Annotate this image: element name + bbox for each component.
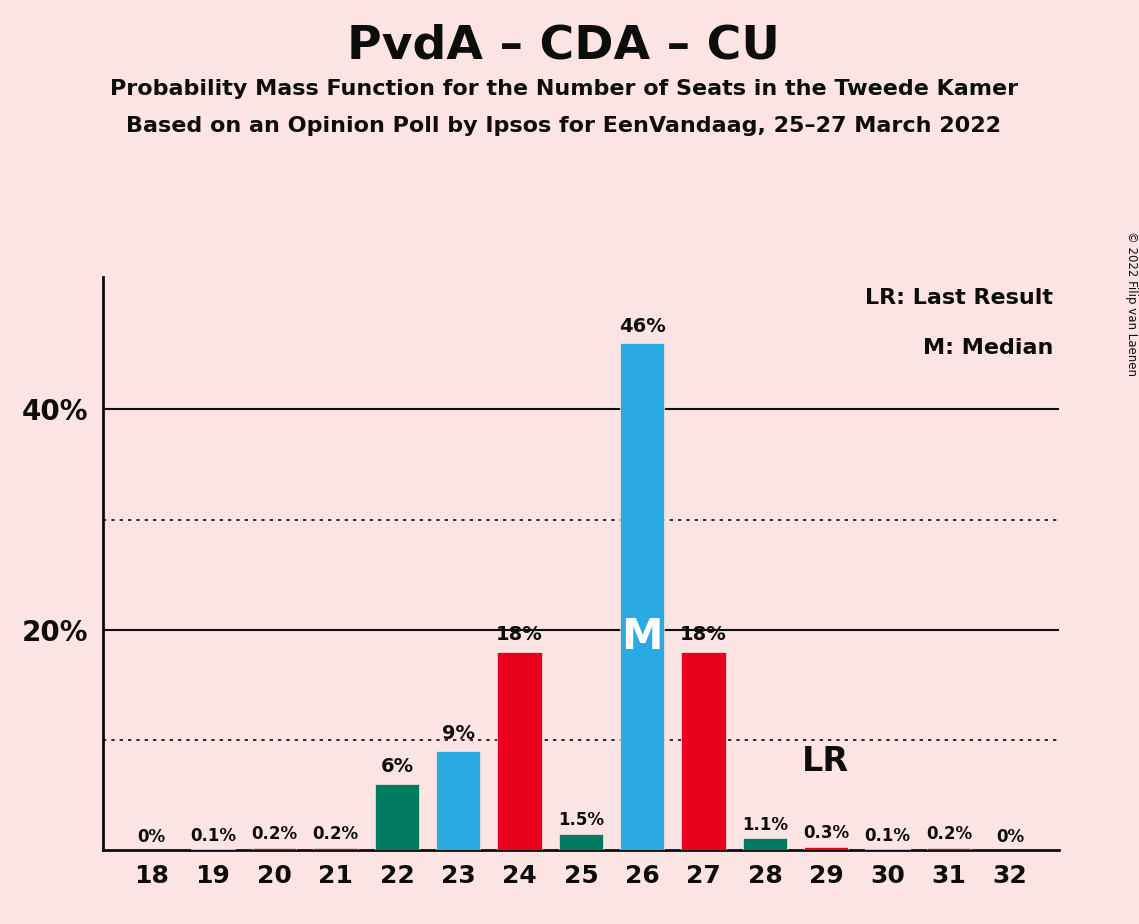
- Text: 6%: 6%: [380, 758, 413, 776]
- Bar: [559, 833, 603, 850]
- Text: 18%: 18%: [497, 625, 543, 644]
- Text: Probability Mass Function for the Number of Seats in the Tweede Kamer: Probability Mass Function for the Number…: [109, 79, 1018, 99]
- Bar: [620, 344, 664, 850]
- Bar: [375, 784, 419, 850]
- Bar: [866, 849, 910, 850]
- Text: 0.1%: 0.1%: [190, 827, 236, 845]
- Text: 0.2%: 0.2%: [312, 825, 359, 844]
- Bar: [927, 848, 970, 850]
- Text: LR: Last Result: LR: Last Result: [866, 288, 1054, 309]
- Text: 0.3%: 0.3%: [803, 824, 850, 843]
- Text: 0%: 0%: [997, 828, 1024, 845]
- Text: © 2022 Filip van Laenen: © 2022 Filip van Laenen: [1124, 231, 1138, 376]
- Bar: [681, 651, 726, 850]
- Text: 0.2%: 0.2%: [926, 825, 972, 844]
- Bar: [436, 751, 481, 850]
- Text: 1.1%: 1.1%: [741, 816, 788, 833]
- Bar: [191, 849, 235, 850]
- Bar: [252, 848, 296, 850]
- Text: M: M: [622, 616, 663, 658]
- Text: 18%: 18%: [680, 625, 727, 644]
- Bar: [743, 838, 787, 850]
- Text: 46%: 46%: [618, 317, 665, 335]
- Text: Based on an Opinion Poll by Ipsos for EenVandaag, 25–27 March 2022: Based on an Opinion Poll by Ipsos for Ee…: [126, 116, 1001, 136]
- Text: M: Median: M: Median: [923, 338, 1054, 358]
- Bar: [498, 651, 542, 850]
- Text: 0%: 0%: [138, 828, 165, 845]
- Text: PvdA – CDA – CU: PvdA – CDA – CU: [347, 23, 780, 68]
- Bar: [313, 848, 358, 850]
- Text: LR: LR: [802, 746, 849, 778]
- Bar: [804, 846, 849, 850]
- Text: 1.5%: 1.5%: [558, 811, 604, 829]
- Text: 9%: 9%: [442, 724, 475, 743]
- Text: 0.1%: 0.1%: [865, 827, 910, 845]
- Text: 0.2%: 0.2%: [252, 825, 297, 844]
